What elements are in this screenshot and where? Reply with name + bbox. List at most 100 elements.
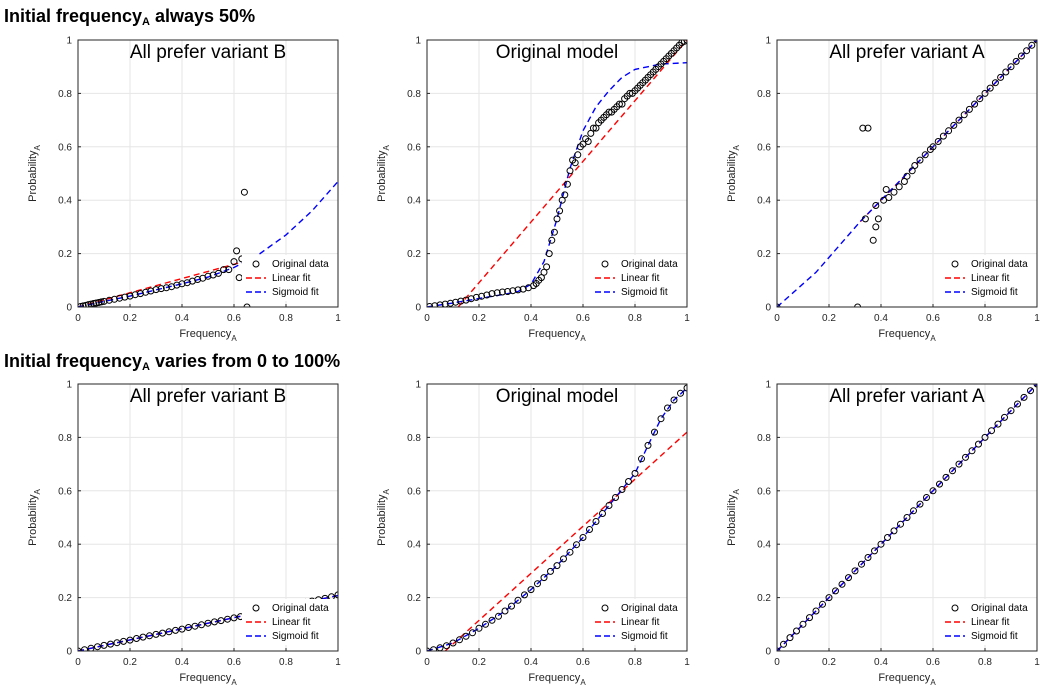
sigmoid-fit-line [78,181,338,307]
data-point [540,268,548,276]
y-tick-label: 0.6 [58,142,72,153]
data-point [573,541,580,549]
sigmoid-fit-line [777,40,1037,307]
y-tick-label: 0.6 [58,486,72,497]
chart-panel-2: 0 0.2 0.4 0.6 0.8 1 0 0.2 0.4 0.6 0.8 1 FrequencyA Pr… [376,36,690,344]
data-point [965,105,973,113]
x-tick-label: 0 [424,657,430,668]
y-tick-label: 0.2 [757,249,771,260]
data-point [971,100,979,108]
legend-label-sigmoid: Sigmoid fit [971,287,1018,298]
data-point [185,624,192,631]
data-point [225,266,233,274]
data-point [592,518,600,525]
data-point [457,297,465,305]
data-point [87,300,95,307]
y-tick-label: 0.8 [757,433,771,444]
data-point [498,288,506,296]
row-title-top-post: always 50% [150,6,256,26]
data-point [942,473,950,481]
data-point [819,600,826,608]
data-point [475,624,483,632]
legend: Original data Linear fit Sigmoid fit [941,255,1033,301]
data-point [945,127,953,135]
data-point [793,627,800,635]
x-tick-label: 0.4 [874,657,888,668]
legend-label-original: Original data [621,259,678,270]
legend: Original data Linear fit Sigmoid fit [242,599,334,645]
data-point [488,290,496,298]
data-point [890,527,898,535]
data-point [443,642,450,650]
data-point [1020,393,1028,401]
y-tick-label: 0.2 [757,593,771,604]
data-point [851,567,859,575]
row-title-bottom: Initial frequencyA varies from 0 to 100% [4,351,340,373]
axes-box [77,39,339,308]
data-point [469,629,476,637]
data-point [664,404,671,412]
data-point [100,297,108,305]
data-point [832,587,839,595]
data-point [540,574,548,582]
x-tick-label: 0.2 [822,313,836,324]
data-point [462,296,470,304]
data-point [121,293,129,301]
data-point [884,534,891,541]
x-tick-label: 0.2 [822,657,836,668]
data-point [204,619,212,627]
data-point [599,510,606,517]
y-tick-label: 1 [765,380,771,391]
data-layer [777,40,1037,307]
data-point [845,574,852,582]
linear-fit-line [444,431,687,651]
data-point [211,618,218,626]
x-tick-label: 0 [424,313,430,324]
y-tick-label: 1 [415,36,421,47]
data-point [495,612,502,620]
data-point [204,272,212,280]
data-point [560,555,567,563]
row-title-bottom-pre: Initial frequency [4,351,143,371]
data-point [120,637,127,645]
data-point [165,628,173,636]
data-point [806,614,813,622]
data-point [872,223,880,231]
data-layer [427,40,687,307]
chart-panel-5: 0 0.2 0.4 0.6 0.8 1 0 0.2 0.4 0.6 0.8 1 FrequencyA Pr… [376,380,690,688]
x-tick-label: 1 [335,313,341,324]
row-title-top: Initial frequencyA always 50% [4,6,256,28]
data-point [566,548,574,556]
data-point [136,290,144,298]
chart-panel-4: 0 0.2 0.4 0.6 0.8 1 0 0.2 0.4 0.6 0.8 1 FrequencyA Pr… [27,380,341,688]
x-tick-label: 0.6 [227,657,241,668]
data-point [955,460,963,468]
x-tick-label: 0.8 [628,657,642,668]
linear-fit-line [78,262,240,307]
x-tick-label: 0.8 [279,313,293,324]
legend-label-linear: Linear fit [272,617,311,628]
data-point [890,188,898,196]
data-point [446,299,454,307]
data-point [488,616,496,624]
data-point [116,294,124,302]
x-tick-label: 0.8 [628,313,642,324]
legend-label-linear: Linear fit [272,273,311,284]
data-point [949,467,956,475]
data-point [157,285,165,293]
legend-label-sigmoid: Sigmoid fit [971,631,1018,642]
x-tick-label: 0.6 [576,313,590,324]
data-point [1023,47,1031,55]
data-point [786,634,794,642]
data-point [436,301,444,307]
x-tick-label: 0.4 [175,657,189,668]
data-point [885,194,893,201]
legend-marker-original [252,260,260,268]
data-point [864,554,872,561]
data-point [631,469,639,477]
x-tick-label: 0.4 [175,313,189,324]
data-point [230,614,238,622]
data-point [224,615,231,623]
data-point [230,258,238,266]
data-point [882,186,890,193]
